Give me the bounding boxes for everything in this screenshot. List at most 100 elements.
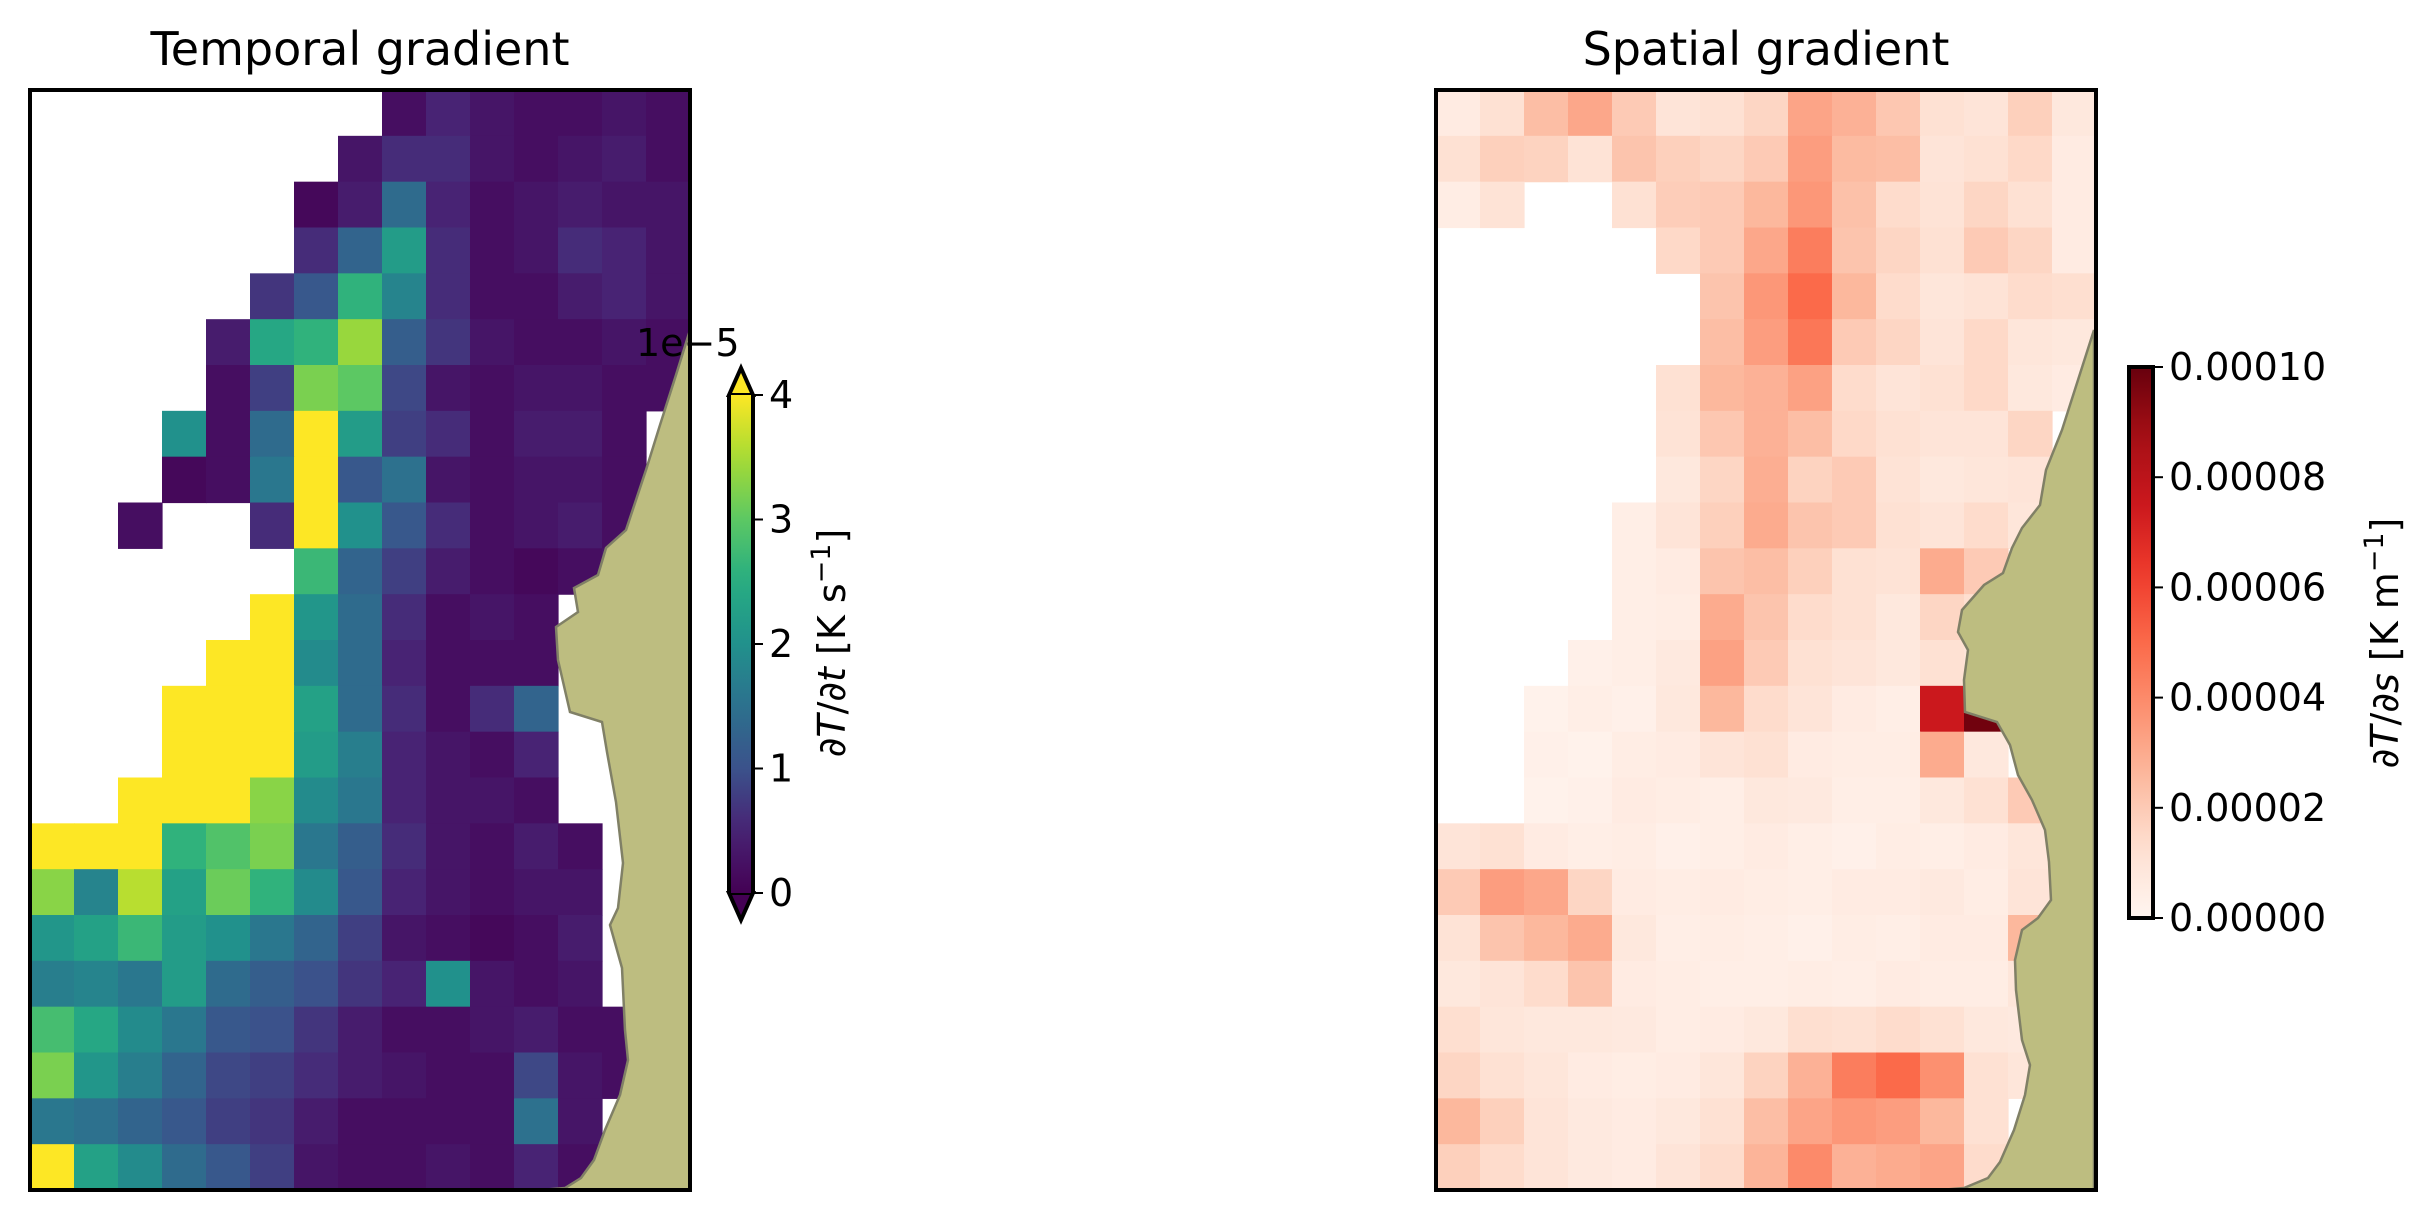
temporal-cell [470,181,515,229]
temporal-cell [338,548,383,595]
temporal-cell [426,365,471,412]
temporal-cell [646,227,691,274]
spatial-cell [1920,777,1965,824]
temporal-cell [382,731,427,779]
spatial-cell [1832,915,1877,962]
temporal-cell [338,960,383,1008]
temporal-cell [382,273,427,320]
spatial-cell [1656,1052,1701,1099]
spatial-cell [1700,227,1745,274]
spatial-cell [2052,90,2097,137]
spatial-cell [1524,685,1569,733]
spatial-cell [1832,1006,1877,1054]
temporal-cell [470,365,515,412]
temporal-cell [514,135,559,183]
spatial-cell [2008,227,2053,274]
temporal-cell [294,548,339,595]
spatial-cell [1744,548,1789,595]
temporal-cell [338,1006,383,1054]
temporal-cell [514,227,559,274]
temporal-cell [162,1144,207,1191]
temporal-cell [426,640,471,687]
temporal-cell [382,869,427,916]
spatial-cell [1964,731,2009,779]
spatial-cell [1436,90,1481,137]
spatial-cell [1700,1006,1745,1054]
spatial-cell [1480,823,1525,870]
temporal-panel: Temporal gradient [28,22,692,1192]
temporal-cell [470,319,515,366]
temporal-cell [514,823,559,870]
temporal-cell [294,960,339,1008]
temporal-cell [470,273,515,320]
spatial-cell [1700,960,1745,1008]
temporal-cell [426,456,471,504]
spatial-cell [1964,181,2009,229]
temporal-cell [602,319,647,366]
spatial-cell [1480,1052,1525,1099]
spatial-cell [1744,410,1789,458]
temporal-cell [250,777,295,824]
spatial-cell [1876,1098,1921,1145]
spatial-cell [1964,410,2009,458]
temporal-cell [30,869,75,916]
temporal-cell [206,410,251,458]
spatial-cell [1700,777,1745,824]
spatial-cell [1832,823,1877,870]
temporal-cell [338,273,383,320]
temporal-cell [338,1144,383,1191]
temporal-cell [470,548,515,595]
spatial-cell [1700,90,1745,137]
spatial-cell [1964,365,2009,412]
spatial-cell [1568,869,1613,916]
spatial-cell [1920,273,1965,320]
spatial-cell [1568,90,1613,137]
spatial-cell [1656,594,1701,641]
temporal-cell [426,915,471,962]
spatial-cell [1612,1006,1657,1054]
temporal-cell [294,777,339,824]
temporal-colorbar-offset: 1e−5 [636,321,740,365]
spatial-cell [1876,777,1921,824]
spatial-cell [1524,869,1569,916]
temporal-colorbar-tick-label: 0 [769,871,793,915]
spatial-cell [1700,1098,1745,1145]
spatial-cell [1524,1052,1569,1099]
temporal-cell [250,410,295,458]
spatial-cell [1568,731,1613,779]
spatial-cell [1788,777,1833,824]
spatial-cell [1744,181,1789,229]
spatial-cell [1876,823,1921,870]
temporal-cell [74,960,119,1008]
spatial-cell [1964,823,2009,870]
spatial-cell [1436,869,1481,916]
spatial-cell [1876,915,1921,962]
spatial-cell [1568,1052,1613,1099]
spatial-colorbar-tick-label: 0.00000 [2169,896,2326,940]
spatial-cell [1832,777,1877,824]
spatial-cell [1700,685,1745,733]
spatial-cell [1788,731,1833,779]
temporal-cell [426,960,471,1008]
temporal-cell [470,410,515,458]
spatial-cell [1744,1098,1789,1145]
temporal-land [539,329,692,1192]
spatial-cell [1788,594,1833,641]
temporal-cell [118,915,163,962]
temporal-cell [426,273,471,320]
temporal-cell [206,823,251,870]
spatial-cell [1788,548,1833,595]
spatial-cell [1788,90,1833,137]
temporal-cell [206,731,251,779]
temporal-cell [514,181,559,229]
temporal-cell [338,1098,383,1145]
temporal-cell [206,1098,251,1145]
spatial-cell [1524,1006,1569,1054]
temporal-colorbar-label: ∂T/∂t [K s−1] [806,529,855,758]
temporal-cell [382,1144,427,1191]
spatial-cell [1744,777,1789,824]
spatial-cell [1876,273,1921,320]
temporal-cell [382,502,427,549]
spatial-cell [2008,410,2053,458]
temporal-cell [426,135,471,183]
